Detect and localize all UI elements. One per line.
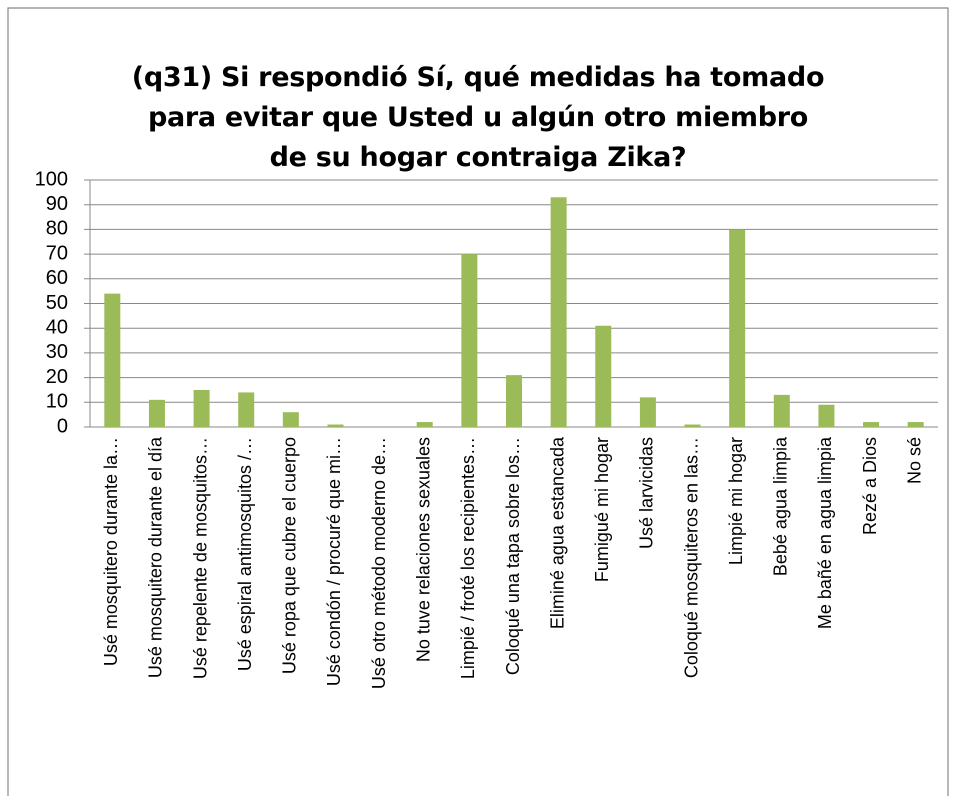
x-tick-label: Usé mosquitero durante el día <box>146 436 166 678</box>
x-tick-label: No sé <box>904 437 924 484</box>
y-tick-label: 70 <box>46 242 68 264</box>
bar <box>506 375 522 427</box>
y-tick-label: 100 <box>35 168 68 190</box>
y-tick-label: 10 <box>46 391 68 413</box>
x-tick-label: Limpié / froté los recipientes… <box>458 437 478 679</box>
chart-title: (q31) Si respondió Sí, qué medidas ha to… <box>131 62 825 173</box>
bar <box>148 399 165 427</box>
y-tick-label: 40 <box>46 316 68 338</box>
y-tick-label: 50 <box>46 292 68 314</box>
bar <box>416 422 433 427</box>
x-tick-label: Usé repelente de mosquitos… <box>190 437 210 679</box>
x-tick-label: Usé mosquitero durante la… <box>101 437 121 666</box>
bar <box>639 397 656 427</box>
bar <box>238 392 255 427</box>
y-tick-label: 80 <box>46 218 68 240</box>
bar <box>550 197 567 427</box>
x-tick-label: Rezé a Dios <box>860 437 880 535</box>
x-tick-label: Usé larvicidas <box>637 437 657 549</box>
x-tick-label: Me bañé en agua limpia <box>815 436 835 629</box>
bar <box>193 389 210 427</box>
bar <box>282 412 299 427</box>
bar <box>907 422 924 427</box>
bar <box>818 404 835 427</box>
bar <box>729 229 746 427</box>
x-tick-label: Coloqué una tapa sobre los… <box>503 437 523 675</box>
x-tick-label: Limpié mi hogar <box>726 437 746 565</box>
y-tick-label: 30 <box>46 341 68 363</box>
y-tick-label: 0 <box>57 415 68 437</box>
y-tick-label: 20 <box>46 366 68 388</box>
y-tick-label: 90 <box>46 193 68 215</box>
x-tick-label: Coloqué mosquiteros en las… <box>681 437 701 678</box>
x-tick-label: Usé ropa que cubre el cuerpo <box>280 437 300 674</box>
bar <box>461 254 478 427</box>
y-tick-label: 60 <box>46 267 68 289</box>
chart-frame <box>7 7 949 796</box>
x-tick-label: Bebé agua limpia <box>771 436 791 576</box>
bar <box>773 394 790 427</box>
x-tick-label: Eliminé agua estancada <box>547 436 567 629</box>
bar <box>863 422 880 427</box>
bar <box>327 424 344 427</box>
x-tick-label: Usé condón / procuré que mi… <box>324 437 344 686</box>
x-tick-label: Fumigué mi hogar <box>592 437 612 582</box>
bar <box>595 325 612 427</box>
x-tick-label: No tuve relaciones sexuales <box>413 437 433 662</box>
x-tick-label: Usé otro método moderno de… <box>369 437 389 689</box>
x-tick-label: Usé espiral antimosquitos /… <box>235 437 255 671</box>
bar <box>684 424 701 427</box>
bar <box>104 293 121 427</box>
